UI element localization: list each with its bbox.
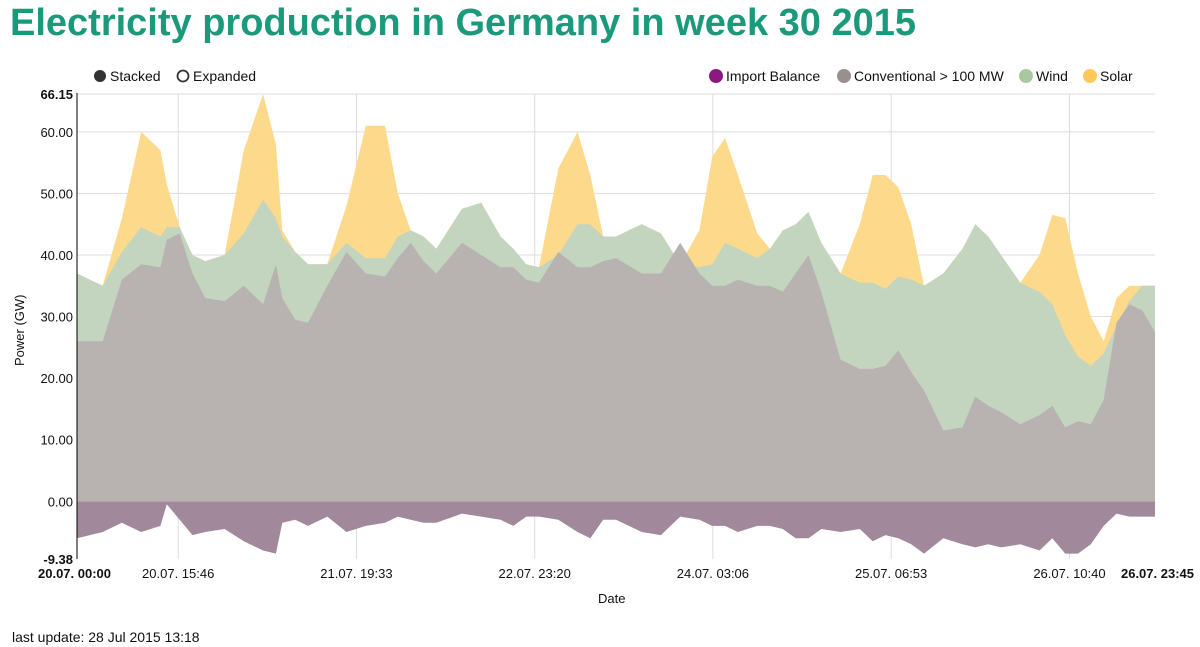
legend-label: Import Balance [726,68,820,84]
stacked-label: Stacked [110,68,161,84]
x-tick-label: 24.07. 03:06 [677,566,749,581]
legend-swatch [1083,69,1097,83]
y-tick-label: 10.00 [40,433,73,448]
y-tick-label: 20.00 [40,371,73,386]
legend-swatch [709,69,723,83]
y-tick-label: 50.00 [40,186,73,201]
series-legend: Import Balance Conventional > 100 MW Wind S… [709,68,1133,84]
x-tick-label: 25.07. 06:53 [855,566,927,581]
x-tick-label: 20.07. 15:46 [142,566,214,581]
x-tick-label: 26.07. 23:45 [1121,566,1194,581]
x-tick-label: 22.07. 23:20 [499,566,571,581]
x-tick-label: 26.07. 10:40 [1033,566,1105,581]
legend-label: Conventional > 100 MW [854,68,1005,84]
chart-title: Electricity production in Germany in wee… [10,2,917,44]
expanded-label: Expanded [193,68,256,84]
stacked-option[interactable]: Stacked [94,68,161,84]
y-tick-label: 40.00 [40,248,73,263]
area-conventional[interactable] [77,233,1155,502]
legend-swatch [1019,69,1033,83]
expanded-radio-icon[interactable] [176,69,190,83]
x-tick-label: 20.07. 00:00 [38,566,111,581]
legend-conventional[interactable]: Conventional > 100 MW [837,68,1005,84]
legend-label: Wind [1036,68,1068,84]
legend-wind[interactable]: Wind [1019,68,1068,84]
legend-label: Solar [1100,68,1133,84]
legend-solar[interactable]: Solar [1083,68,1133,84]
x-axis-label: Date [598,591,625,606]
y-tick-label: 0.00 [48,494,73,509]
y-axis-label: Power (GW) [12,295,27,367]
y-tick-labels: 66.15 60.00 50.00 40.00 30.00 20.00 10.00 0.00 -… [40,87,73,567]
legend-import-balance[interactable]: Import Balance [709,68,820,84]
x-tick-label: 21.07. 19:33 [320,566,392,581]
areas [77,94,1155,554]
y-tick-label: 30.00 [40,310,73,325]
y-tick-label: -9.38 [43,552,73,567]
expanded-option[interactable]: Expanded [176,68,257,84]
area-import-balance[interactable] [77,501,1155,554]
last-update: last update: 28 Jul 2015 13:18 [12,629,200,645]
x-tick-labels: 20.07. 00:00 20.07. 15:46 21.07. 19:33 22.0… [38,566,1194,581]
y-tick-label: 66.15 [40,87,73,102]
legend-swatch [837,69,851,83]
y-tick-label: 60.00 [40,125,73,140]
stacked-radio-icon[interactable] [94,70,106,82]
